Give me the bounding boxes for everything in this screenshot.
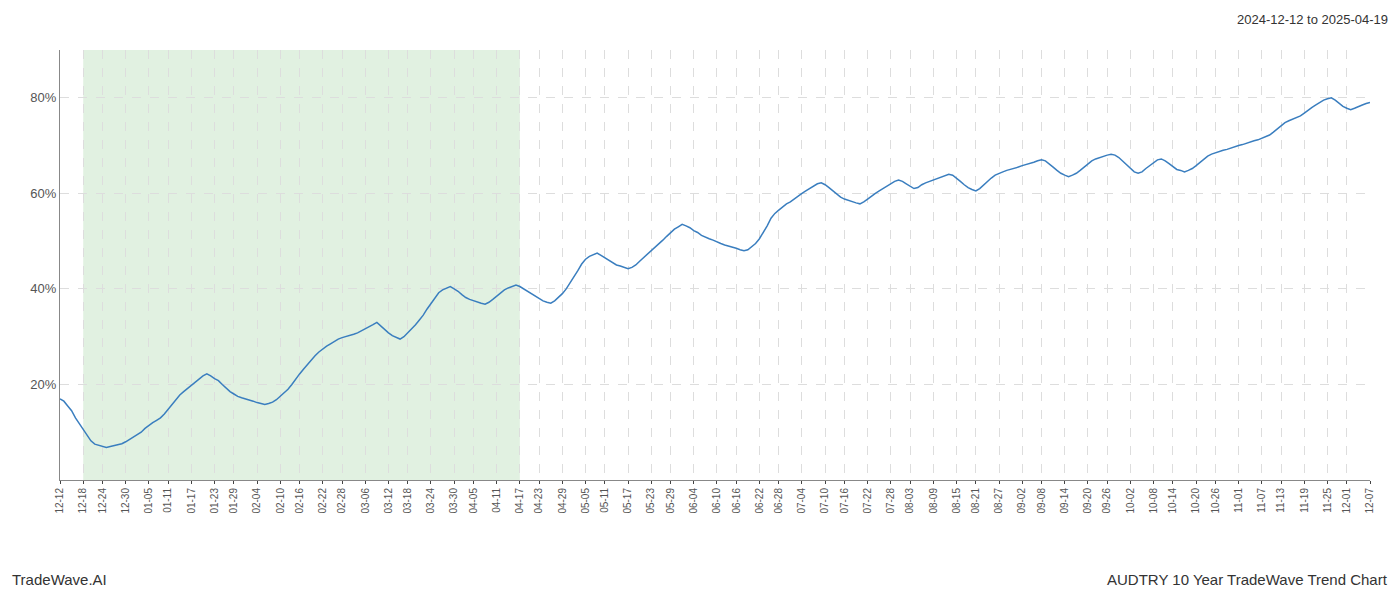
- svg-text:11-07: 11-07: [1256, 488, 1267, 513]
- svg-text:05-23: 05-23: [645, 488, 656, 514]
- svg-text:10-02: 10-02: [1125, 488, 1136, 514]
- svg-text:20%: 20%: [30, 377, 56, 392]
- svg-text:11-19: 11-19: [1299, 488, 1310, 513]
- svg-text:04-11: 04-11: [491, 488, 502, 513]
- svg-text:08-09: 08-09: [928, 488, 939, 514]
- svg-text:10-14: 10-14: [1167, 488, 1178, 514]
- svg-text:04-23: 04-23: [533, 488, 544, 514]
- svg-text:AUDTRY 10 Year TradeWave Trend: AUDTRY 10 Year TradeWave Trend Chart: [1107, 571, 1388, 588]
- svg-text:09-14: 09-14: [1059, 488, 1070, 514]
- svg-text:06-04: 06-04: [688, 488, 699, 514]
- svg-text:08-21: 08-21: [970, 488, 981, 514]
- svg-text:11-01: 11-01: [1233, 488, 1244, 513]
- svg-text:12-24: 12-24: [97, 488, 108, 514]
- svg-text:03-18: 03-18: [402, 488, 413, 514]
- svg-text:09-26: 09-26: [1101, 488, 1112, 514]
- svg-text:05-05: 05-05: [580, 488, 591, 514]
- svg-text:08-03: 08-03: [904, 488, 915, 514]
- svg-text:06-28: 06-28: [773, 488, 784, 514]
- svg-text:07-22: 07-22: [862, 488, 873, 514]
- svg-text:11-13: 11-13: [1275, 488, 1286, 513]
- svg-text:03-24: 03-24: [425, 488, 436, 514]
- svg-text:09-20: 09-20: [1082, 488, 1093, 514]
- svg-text:01-23: 01-23: [209, 488, 220, 514]
- svg-text:11-25: 11-25: [1322, 488, 1333, 513]
- svg-text:80%: 80%: [30, 90, 56, 105]
- svg-text:04-17: 04-17: [514, 488, 525, 514]
- svg-text:05-17: 05-17: [622, 488, 633, 514]
- svg-text:07-10: 07-10: [819, 488, 830, 514]
- svg-text:05-11: 05-11: [599, 488, 610, 513]
- svg-text:04-05: 04-05: [468, 488, 479, 514]
- svg-text:01-11: 01-11: [162, 488, 173, 513]
- svg-text:01-05: 01-05: [143, 488, 154, 514]
- svg-text:01-17: 01-17: [186, 488, 197, 514]
- svg-text:06-22: 06-22: [754, 488, 765, 514]
- svg-text:03-30: 03-30: [448, 488, 459, 514]
- svg-text:06-10: 06-10: [711, 488, 722, 514]
- svg-text:02-22: 02-22: [317, 488, 328, 514]
- svg-text:06-16: 06-16: [731, 488, 742, 514]
- svg-text:10-26: 10-26: [1210, 488, 1221, 514]
- svg-text:02-28: 02-28: [336, 488, 347, 514]
- svg-text:12-30: 12-30: [120, 488, 131, 514]
- svg-text:09-02: 09-02: [1016, 488, 1027, 514]
- svg-text:2024-12-12 to 2025-04-19: 2024-12-12 to 2025-04-19: [1237, 12, 1388, 27]
- svg-text:12-01: 12-01: [1341, 488, 1352, 514]
- svg-text:08-27: 08-27: [993, 488, 1004, 514]
- svg-text:04-29: 04-29: [557, 488, 568, 514]
- svg-text:02-16: 02-16: [294, 488, 305, 514]
- svg-text:10-20: 10-20: [1190, 488, 1201, 514]
- svg-text:03-12: 03-12: [383, 488, 394, 514]
- svg-text:60%: 60%: [30, 186, 56, 201]
- svg-text:07-16: 07-16: [839, 488, 850, 514]
- svg-text:02-04: 02-04: [251, 488, 262, 514]
- svg-text:05-29: 05-29: [665, 488, 676, 514]
- svg-text:07-04: 07-04: [796, 488, 807, 514]
- svg-text:12-12: 12-12: [54, 488, 65, 514]
- svg-text:01-29: 01-29: [228, 488, 239, 514]
- svg-text:08-15: 08-15: [951, 488, 962, 514]
- svg-text:12-07: 12-07: [1364, 488, 1375, 514]
- svg-text:TradeWave.AI: TradeWave.AI: [12, 571, 107, 588]
- svg-text:09-08: 09-08: [1036, 488, 1047, 514]
- svg-text:03-06: 03-06: [360, 488, 371, 514]
- svg-text:40%: 40%: [30, 281, 56, 296]
- svg-text:02-10: 02-10: [275, 488, 286, 514]
- svg-text:12-18: 12-18: [77, 488, 88, 514]
- svg-text:10-08: 10-08: [1148, 488, 1159, 514]
- svg-text:07-28: 07-28: [885, 488, 896, 514]
